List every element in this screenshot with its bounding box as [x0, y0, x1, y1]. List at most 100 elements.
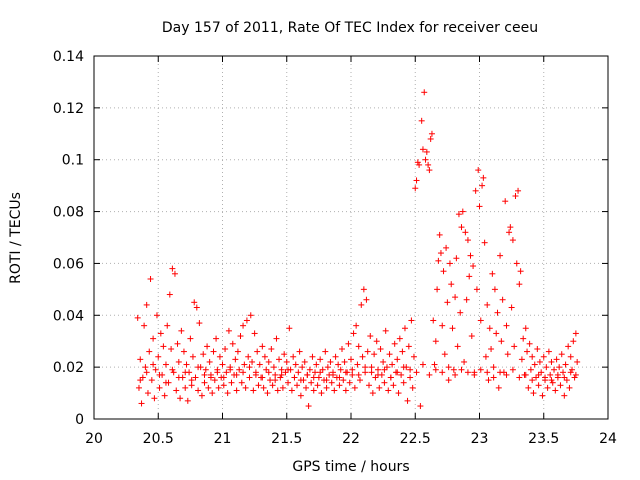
data-point	[394, 369, 401, 376]
data-point	[453, 255, 460, 262]
data-point	[294, 382, 301, 389]
data-point	[182, 369, 189, 376]
data-point	[535, 382, 542, 389]
data-point	[382, 327, 389, 334]
data-point	[498, 338, 505, 345]
data-point	[540, 353, 547, 360]
data-point	[246, 364, 253, 371]
data-point	[161, 392, 168, 399]
data-point	[468, 333, 475, 340]
data-point	[452, 294, 459, 301]
data-point	[436, 231, 443, 238]
data-point	[237, 333, 244, 340]
data-point	[405, 343, 412, 350]
data-point	[439, 369, 446, 376]
data-point	[227, 366, 234, 373]
data-point	[525, 384, 532, 391]
data-point	[243, 317, 250, 324]
data-point	[490, 364, 497, 371]
data-point	[215, 384, 222, 391]
data-point	[355, 371, 362, 378]
data-point	[425, 161, 432, 168]
data-point	[404, 397, 411, 404]
data-point	[189, 353, 196, 360]
y-tick-label: 0	[75, 412, 84, 428]
data-point	[256, 361, 263, 368]
data-point	[395, 390, 402, 397]
data-point	[315, 374, 322, 381]
data-point	[201, 371, 208, 378]
data-point	[419, 146, 426, 153]
data-point	[571, 374, 578, 381]
data-point	[544, 384, 551, 391]
data-point	[368, 369, 375, 376]
data-point	[489, 270, 496, 277]
data-point	[400, 364, 407, 371]
data-point	[445, 364, 452, 371]
data-point	[390, 382, 397, 389]
data-point	[340, 377, 347, 384]
data-point	[471, 371, 478, 378]
data-point	[484, 301, 491, 308]
data-point	[517, 268, 524, 275]
data-point	[507, 224, 514, 231]
data-point	[374, 371, 381, 378]
data-point	[495, 384, 502, 391]
data-point	[213, 335, 220, 342]
data-point	[245, 353, 252, 360]
data-point	[548, 358, 555, 365]
data-point	[150, 361, 157, 368]
data-point	[552, 387, 559, 394]
data-point	[446, 260, 453, 267]
data-point	[477, 317, 484, 324]
x-tick-label: 21	[214, 431, 232, 447]
data-point	[195, 364, 202, 371]
data-point	[216, 353, 223, 360]
data-point	[368, 364, 375, 371]
data-point	[166, 291, 173, 298]
data-point	[225, 327, 232, 334]
x-tick-label: 22.5	[400, 431, 431, 447]
data-point	[488, 345, 495, 352]
data-point	[259, 374, 266, 381]
data-point	[432, 366, 439, 373]
data-point	[467, 252, 474, 259]
data-point	[273, 335, 280, 342]
data-point	[560, 369, 567, 376]
data-point	[398, 371, 405, 378]
data-point	[205, 384, 212, 391]
data-point	[272, 371, 279, 378]
data-point	[423, 148, 430, 155]
data-point	[160, 343, 167, 350]
data-point	[458, 366, 465, 373]
data-point	[327, 358, 334, 365]
data-point	[413, 177, 420, 184]
data-point	[277, 374, 284, 381]
data-point	[567, 369, 574, 376]
data-point	[234, 348, 241, 355]
data-point	[400, 379, 407, 386]
data-point	[531, 361, 538, 368]
data-point	[259, 343, 266, 350]
data-point	[162, 361, 169, 368]
data-point	[224, 390, 231, 397]
data-point	[168, 345, 175, 352]
data-point	[516, 281, 523, 288]
data-point	[148, 377, 155, 384]
data-point	[137, 356, 144, 363]
data-point	[299, 364, 306, 371]
data-point	[553, 356, 560, 363]
data-point	[410, 353, 417, 360]
data-point	[345, 340, 352, 347]
data-point	[146, 348, 153, 355]
data-point	[252, 371, 259, 378]
data-point	[233, 371, 240, 378]
data-point	[162, 379, 169, 386]
data-point	[178, 327, 185, 334]
y-tick-label: 0.08	[53, 205, 84, 221]
data-point	[350, 330, 357, 337]
data-point	[164, 322, 171, 329]
data-point	[470, 263, 477, 270]
data-point	[137, 377, 144, 384]
data-point	[516, 374, 523, 381]
